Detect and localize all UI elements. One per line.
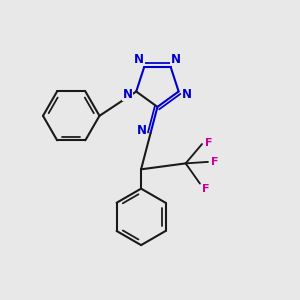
Text: N: N <box>134 53 144 66</box>
Text: N: N <box>136 124 147 137</box>
Text: N: N <box>171 53 181 66</box>
Text: F: F <box>205 138 212 148</box>
Text: N: N <box>123 88 133 101</box>
Text: N: N <box>182 88 192 101</box>
Text: F: F <box>202 184 209 194</box>
Text: F: F <box>211 157 218 167</box>
